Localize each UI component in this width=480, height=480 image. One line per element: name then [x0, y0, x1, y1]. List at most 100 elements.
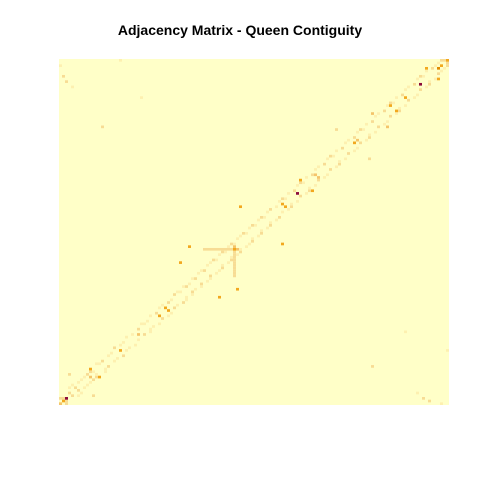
heatmap-cell — [305, 192, 308, 195]
heatmap-cell — [191, 290, 194, 294]
heatmap-cell — [110, 351, 113, 355]
heatmap-cell — [446, 59, 449, 62]
heatmap-cell — [425, 66, 428, 70]
heatmap-cell — [338, 160, 341, 163]
heatmap-cell — [119, 343, 122, 347]
heatmap-cell — [404, 330, 407, 334]
heatmap-cell — [167, 301, 170, 304]
heatmap-cell — [389, 114, 392, 118]
heatmap-cell — [218, 269, 221, 272]
heatmap-cell — [407, 98, 410, 102]
heatmap-cell — [404, 88, 407, 91]
heatmap-cell — [149, 314, 152, 318]
heatmap-cell — [95, 375, 98, 379]
heatmap-cell — [362, 128, 365, 131]
heatmap-cell — [404, 104, 407, 107]
heatmap-cell — [113, 359, 116, 363]
heatmap-cell — [224, 247, 227, 251]
heatmap-cell — [221, 263, 224, 267]
heatmap-cell — [71, 394, 74, 398]
heatmap-cell — [230, 258, 233, 262]
heatmap-cell — [335, 128, 338, 131]
heatmap-cell — [236, 247, 239, 251]
heatmap-cell — [434, 64, 437, 67]
heatmap-cell — [278, 216, 281, 219]
heatmap-cell — [440, 64, 443, 67]
heatmap-cell — [260, 216, 263, 219]
heatmap-cell — [248, 242, 251, 246]
heatmap-cell — [143, 333, 146, 336]
heatmap-cell — [359, 141, 362, 145]
heatmap-cell — [281, 242, 284, 246]
heatmap-cell — [74, 386, 77, 390]
heatmap-cell — [296, 200, 299, 203]
heatmap-cell — [65, 397, 68, 400]
heatmap-cell — [371, 120, 374, 123]
heatmap-cell — [437, 77, 440, 81]
heatmap-cell — [167, 309, 170, 312]
heatmap-cell — [182, 285, 185, 288]
heatmap-cell — [317, 176, 320, 179]
heatmap-cell — [422, 397, 425, 400]
heatmap-cell — [356, 146, 359, 150]
heatmap-cell — [233, 261, 236, 264]
heatmap-cell — [89, 375, 92, 379]
heatmap-cell — [401, 93, 404, 97]
heatmap-cell — [89, 370, 92, 374]
heatmap-cell — [155, 311, 158, 315]
heatmap-cell — [335, 165, 338, 169]
heatmap-cell — [239, 234, 242, 238]
heatmap-cell — [311, 189, 314, 193]
heatmap-cell — [377, 112, 380, 115]
heatmap-cell — [416, 391, 419, 395]
heatmap-cell — [176, 290, 179, 294]
heatmap-cell — [77, 381, 80, 384]
heatmap-cell — [368, 136, 371, 139]
heatmap-cell — [239, 250, 242, 254]
heatmap-cell — [257, 218, 260, 222]
heatmap-cell — [128, 346, 131, 350]
heatmap-cell — [314, 168, 317, 171]
heatmap-cell — [353, 149, 356, 153]
heatmap-cell — [137, 327, 140, 331]
heatmap-cell — [233, 266, 236, 270]
heatmap-cell — [203, 247, 206, 251]
heatmap-cell — [68, 386, 71, 390]
heatmap-cell — [251, 237, 254, 240]
heatmap-cell — [194, 287, 197, 291]
heatmap-cell — [413, 96, 416, 99]
heatmap-cell — [92, 394, 95, 398]
heatmap-cell — [413, 82, 416, 86]
heatmap-cell — [83, 375, 86, 379]
heatmap-cell — [209, 274, 212, 278]
heatmap-cell — [116, 357, 119, 360]
heatmap-cell — [446, 64, 449, 67]
heatmap-cell — [290, 205, 293, 209]
heatmap-cell — [212, 247, 215, 251]
heatmap-cell — [206, 247, 209, 251]
heatmap-cell — [62, 74, 65, 78]
heatmap-cell — [68, 391, 71, 395]
heatmap-cell — [119, 349, 122, 352]
heatmap-cell — [416, 77, 419, 81]
heatmap-cell — [425, 85, 428, 89]
heatmap-cell — [233, 250, 236, 254]
heatmap-cell — [443, 59, 446, 62]
heatmap-cell — [392, 101, 395, 105]
heatmap-cell — [389, 101, 392, 105]
heatmap-cell — [95, 373, 98, 376]
heatmap-cell — [200, 282, 203, 286]
heatmap-cell — [161, 317, 164, 320]
heatmap-cell — [428, 80, 431, 83]
heatmap-cell — [437, 66, 440, 70]
heatmap-cell — [62, 399, 65, 403]
heatmap-cell — [236, 253, 239, 256]
heatmap-cell — [215, 258, 218, 262]
heatmap-cell — [281, 202, 284, 206]
heatmap-cell — [227, 245, 230, 248]
heatmap-cell — [248, 226, 251, 230]
heatmap-cell — [446, 349, 449, 352]
heatmap-cell — [251, 224, 254, 227]
heatmap-cell — [92, 370, 95, 374]
heatmap-cell — [77, 389, 80, 392]
